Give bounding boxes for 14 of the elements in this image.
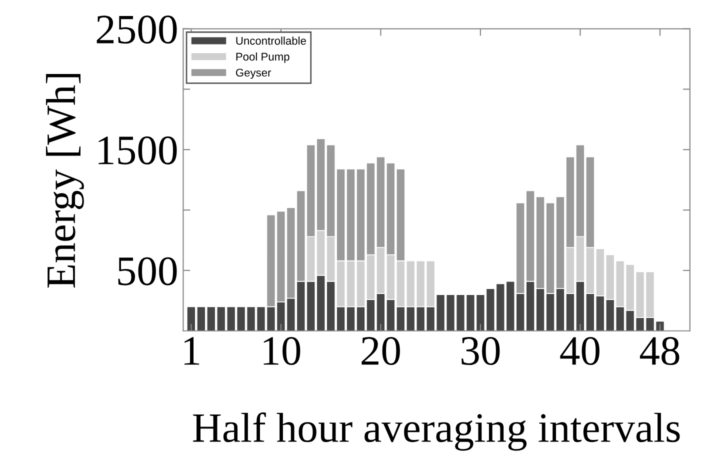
x-tick-label: 10 [264, 336, 300, 366]
x-tick-label: 20 [362, 336, 400, 366]
x-tick-label: 48 [640, 336, 680, 366]
y-tick-label: 500 [118, 257, 177, 286]
y-tick-label: 2500 [96, 16, 177, 44]
legend-label: Geyser [236, 68, 272, 79]
legend-label: Uncontrollable [236, 36, 306, 45]
x-tick-label: 30 [462, 336, 500, 366]
legend-label: Pool Pump [236, 52, 290, 63]
x-tick-label: 40 [560, 336, 600, 366]
y-axis-title: Energy [Wh] [46, 74, 84, 288]
y-tick-label: 1500 [98, 136, 177, 164]
x-axis-title: Half hour averaging intervals [193, 412, 680, 451]
x-tick-label: 1 [184, 337, 200, 365]
